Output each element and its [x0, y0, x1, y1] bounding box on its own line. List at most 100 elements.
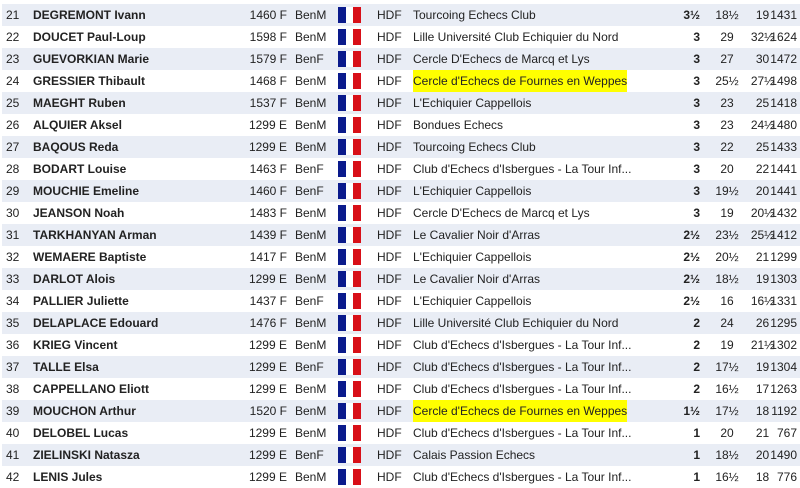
club-name[interactable]: Club d'Echecs d'Isbergues - La Tour Inf.…: [413, 338, 632, 352]
club-name[interactable]: L'Echiquier Cappellois: [413, 184, 532, 198]
table-row: 42 LENIS Jules 1299 E BenM HDF Club d'Echecs …: [2, 466, 800, 488]
player-name[interactable]: LENIS Jules: [33, 470, 103, 484]
table-row: 34 PALLIER Juliette 1437 F BenF HDF L'Echiqui…: [2, 290, 800, 312]
club-name[interactable]: Club d'Echecs d'Isbergues - La Tour Inf.…: [413, 426, 632, 440]
club-name[interactable]: Lille Université Club Echiquier du Nord: [413, 316, 619, 330]
player-name[interactable]: DARLOT Alois: [33, 272, 116, 286]
league-cell: HDF: [377, 206, 402, 220]
category-cell: BenM: [295, 404, 327, 418]
tiebreak1-cell: 24: [720, 316, 734, 330]
standings-table: 21 DEGREMONT Ivann 1460 F BenM HDF Tourcoing …: [2, 4, 800, 488]
club-name[interactable]: Club d'Echecs d'Isbergues - La Tour Inf.…: [413, 470, 632, 484]
league-cell: HDF: [377, 162, 402, 176]
player-name[interactable]: MAEGHT Ruben: [33, 96, 126, 110]
category-cell: BenM: [295, 338, 327, 352]
tiebreak2-cell: 18: [755, 470, 770, 484]
france-flag-icon: [338, 161, 362, 177]
club-name[interactable]: Club d'Echecs d'Isbergues - La Tour Inf.…: [413, 162, 632, 176]
player-name[interactable]: BODART Louise: [33, 162, 127, 176]
table-row: 38 CAPPELLANO Eliott 1299 E BenM HDF Club d'E…: [2, 378, 800, 400]
rating-cell: 1299 E: [248, 272, 287, 286]
rating-cell: 1439 F: [249, 228, 287, 242]
club-name[interactable]: Tourcoing Echecs Club: [413, 8, 536, 22]
league-cell: HDF: [377, 52, 402, 66]
performance-cell: 1295: [770, 316, 797, 330]
rank-cell: 34: [6, 294, 20, 308]
player-name[interactable]: DELOBEL Lucas: [33, 426, 129, 440]
club-name[interactable]: L'Echiquier Cappellois: [413, 250, 532, 264]
performance-cell: 1418: [770, 96, 797, 110]
club-name[interactable]: Cercle d'Echecs de Fournes en Weppes: [413, 400, 628, 422]
table-row: 28 BODART Louise 1463 F BenF HDF Club d'Echec…: [2, 158, 800, 180]
club-name[interactable]: Cercle D'Echecs de Marcq et Lys: [413, 206, 590, 220]
player-name[interactable]: ALQUIER Aksel: [33, 118, 122, 132]
table-row: 39 MOUCHON Arthur 1520 F BenM HDF Cercle d'Ec…: [2, 400, 800, 422]
player-name[interactable]: MOUCHON Arthur: [33, 404, 136, 418]
tiebreak1-cell: 16: [720, 294, 734, 308]
tiebreak2-cell: 19: [755, 360, 770, 374]
table-row: 41 ZIELINSKI Natasza 1299 E BenF HDF Calais P…: [2, 444, 800, 466]
tiebreak1-cell: 23½: [715, 228, 739, 242]
club-name[interactable]: L'Echiquier Cappellois: [413, 96, 532, 110]
club-name[interactable]: Tourcoing Echecs Club: [413, 140, 536, 154]
club-name[interactable]: Club d'Echecs d'Isbergues - La Tour Inf.…: [413, 382, 632, 396]
rank-cell: 33: [6, 272, 20, 286]
club-name[interactable]: Lille Université Club Echiquier du Nord: [413, 30, 619, 44]
rank-cell: 23: [6, 52, 20, 66]
player-name[interactable]: KRIEG Vincent: [33, 338, 118, 352]
table-row: 40 DELOBEL Lucas 1299 E BenM HDF Club d'Echec…: [2, 422, 800, 444]
category-cell: BenF: [295, 184, 324, 198]
player-name[interactable]: ZIELINSKI Natasza: [33, 448, 140, 462]
category-cell: BenM: [295, 382, 327, 396]
player-name[interactable]: TALLE Elsa: [33, 360, 99, 374]
points-cell: 3: [693, 96, 700, 110]
player-name[interactable]: DEGREMONT Ivann: [33, 8, 146, 22]
category-cell: BenM: [295, 8, 327, 22]
tiebreak2-cell: 32½: [750, 30, 775, 44]
player-name[interactable]: GUEVORKIAN Marie: [33, 52, 150, 66]
league-cell: HDF: [377, 250, 402, 264]
points-cell: 3: [693, 30, 700, 44]
points-cell: 2½: [683, 228, 700, 242]
points-cell: 2½: [683, 294, 700, 308]
league-cell: HDF: [377, 228, 402, 242]
tiebreak1-cell: 25½: [715, 74, 739, 88]
club-name[interactable]: Bondues Echecs: [413, 118, 504, 132]
rating-cell: 1598 F: [249, 30, 287, 44]
club-name[interactable]: Le Cavalier Noir d'Arras: [413, 272, 541, 286]
performance-cell: 1498: [770, 74, 797, 88]
table-row: 24 GRESSIER Thibault 1468 F BenM HDF Cercle d…: [2, 70, 800, 92]
player-name[interactable]: CAPPELLANO Eliott: [33, 382, 149, 396]
tiebreak1-cell: 16½: [715, 470, 739, 484]
player-name[interactable]: DOUCET Paul-Loup: [33, 30, 146, 44]
club-name[interactable]: Cercle D'Echecs de Marcq et Lys: [413, 52, 590, 66]
player-name[interactable]: GRESSIER Thibault: [33, 74, 146, 88]
club-name[interactable]: L'Echiquier Cappellois: [413, 294, 532, 308]
france-flag-icon: [338, 271, 362, 287]
player-name[interactable]: DELAPLACE Edouard: [33, 316, 159, 330]
league-cell: HDF: [377, 382, 402, 396]
tiebreak2-cell: 17: [755, 382, 770, 396]
tiebreak2-cell: 20: [755, 448, 770, 462]
league-cell: HDF: [377, 74, 402, 88]
points-cell: 3: [693, 162, 700, 176]
club-name[interactable]: Club d'Echecs d'Isbergues - La Tour Inf.…: [413, 360, 632, 374]
table-row: 36 KRIEG Vincent 1299 E BenM HDF Club d'Echec…: [2, 334, 800, 356]
club-name[interactable]: Le Cavalier Noir d'Arras: [413, 228, 541, 242]
player-name[interactable]: PALLIER Juliette: [33, 294, 129, 308]
player-name[interactable]: MOUCHIE Emeline: [33, 184, 140, 198]
player-name[interactable]: JEANSON Noah: [33, 206, 125, 220]
category-cell: BenF: [295, 52, 324, 66]
league-cell: HDF: [377, 184, 402, 198]
club-name[interactable]: Calais Passion Echecs: [413, 448, 536, 462]
club-name[interactable]: Cercle d'Echecs de Fournes en Weppes: [413, 70, 628, 92]
rating-cell: 1299 E: [248, 382, 287, 396]
player-name[interactable]: TARKHANYAN Arman: [33, 228, 157, 242]
tiebreak2-cell: 19: [755, 8, 770, 22]
category-cell: BenM: [295, 206, 327, 220]
tiebreak2-cell: 25: [755, 140, 770, 154]
tiebreak1-cell: 18½: [715, 448, 739, 462]
player-name[interactable]: BAQOUS Reda: [33, 140, 119, 154]
player-name[interactable]: WEMAERE Baptiste: [33, 250, 147, 264]
performance-cell: 1441: [770, 184, 797, 198]
